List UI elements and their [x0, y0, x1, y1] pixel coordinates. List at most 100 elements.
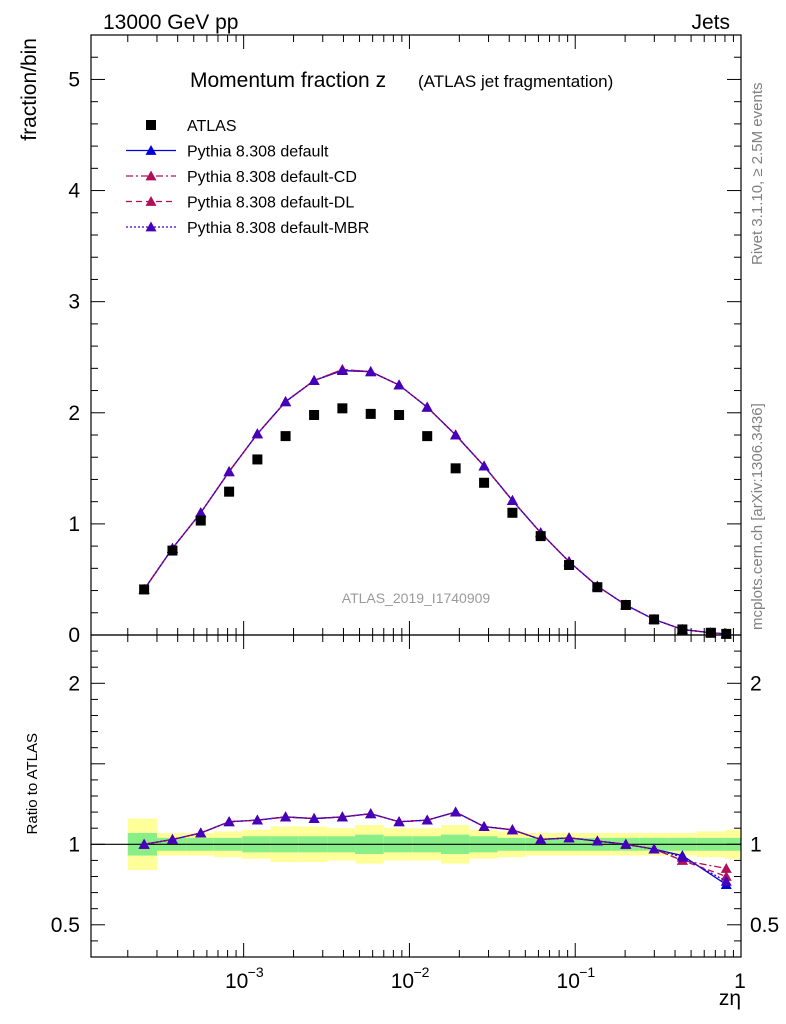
- y-tick-label: 4: [68, 180, 80, 203]
- data-point: [479, 477, 490, 488]
- x-tick-label: 10: [391, 970, 414, 993]
- y-tick-label: 3: [68, 291, 80, 314]
- legend-marker: [145, 145, 157, 155]
- data-point: [139, 584, 150, 595]
- data-point: [365, 408, 376, 419]
- data-point: [620, 600, 631, 610]
- legend-entry-4: Pythia 8.308 default-MBR: [126, 220, 369, 237]
- data-point: [195, 515, 206, 526]
- ratio-y-tick-label-right: 1: [750, 833, 762, 856]
- legend: ATLAS Pythia 8.308 default Pythia 8.308 de…: [126, 118, 369, 237]
- ratio-marker: [535, 833, 547, 844]
- ratio-frame: [90, 634, 742, 958]
- data-point: [167, 545, 178, 556]
- data-point: [649, 614, 660, 625]
- ratio-marker: [251, 814, 263, 825]
- y-tick-label: 0: [68, 624, 80, 647]
- mc-marker: [223, 466, 235, 477]
- legend-label: Pythia 8.308 default-CD: [187, 169, 357, 186]
- ratio-marker: [421, 814, 433, 825]
- legend-label: Pythia 8.308 default: [187, 144, 329, 161]
- mc-marker: [280, 396, 292, 407]
- legend-label: Pythia 8.308 default-DL: [187, 195, 354, 212]
- mc-marker: [421, 401, 433, 412]
- data-point: [422, 431, 433, 442]
- ratio-marker: [223, 816, 235, 827]
- ratio-marker: [280, 811, 292, 822]
- legend-entry-0: ATLAS: [146, 118, 237, 135]
- ratio-y-tick-label-right: 0.5: [750, 914, 779, 937]
- ratio-marker: [195, 827, 207, 838]
- mc-marker: [450, 429, 462, 440]
- x-tick-labels: 10 −3 10 −2 10 −1 1: [225, 964, 746, 993]
- x-tick-label: 10: [557, 970, 580, 993]
- legend-data-marker: [146, 120, 156, 130]
- ratio-marker: [478, 821, 490, 831]
- chart-title: Momentum fraction z (ATLAS jet fragmenta…: [190, 69, 613, 92]
- ratio-marker: [720, 875, 732, 886]
- data-point: [280, 431, 291, 442]
- ratio-marker: [138, 838, 150, 849]
- ratio-marker: [166, 833, 178, 844]
- data-point: [252, 454, 263, 465]
- mc-marker: [195, 507, 207, 518]
- ratio-marker: [450, 806, 462, 817]
- legend-entry-1: Pythia 8.308 default: [126, 144, 329, 161]
- x-tick-exponent: −3: [248, 964, 264, 980]
- x-tick-exponent: −1: [579, 964, 595, 980]
- data-point: [705, 627, 716, 638]
- legend-label: ATLAS: [187, 118, 237, 135]
- legend-marker: [145, 221, 157, 232]
- main-panel: 0 1 2 3 4 5: [68, 34, 742, 647]
- ratio-marker: [648, 843, 660, 854]
- atlas-data-points: [139, 403, 732, 639]
- x-tick-label: 10: [225, 970, 248, 993]
- title-sub: (ATLAS jet fragmentation): [418, 72, 613, 91]
- ratio-marker: [591, 835, 603, 846]
- ratio-marker: [365, 808, 377, 819]
- data-point: [592, 582, 603, 593]
- ratio-marker: [308, 813, 320, 823]
- ratio-marker: [620, 838, 632, 849]
- mc-marker: [478, 460, 490, 471]
- mc-marker: [506, 495, 518, 505]
- y-tick-label: 2: [68, 402, 80, 425]
- ratio-line: [144, 811, 727, 878]
- mc-marker: [365, 366, 377, 377]
- process-label: Jets: [691, 11, 730, 34]
- mc-line: [143, 369, 727, 635]
- data-point: [535, 531, 546, 542]
- x-tick-exponent: −2: [413, 964, 429, 980]
- x-axis-label: zη: [719, 987, 741, 1010]
- legend-label: Pythia 8.308 default-MBR: [187, 220, 369, 237]
- data-point: [507, 507, 518, 518]
- ratio-y-tick-label-right: 2: [750, 672, 762, 695]
- data-point: [394, 410, 405, 420]
- ratio-marker: [336, 811, 348, 822]
- ratio-marker: [563, 832, 575, 843]
- ratio-y-axis-label: Ratio to ATLAS: [24, 733, 41, 834]
- ratio-marker: [720, 862, 732, 873]
- ratio-marker: [506, 824, 518, 835]
- ratio-series-3: [138, 806, 732, 886]
- legend-marker: [145, 196, 157, 206]
- data-point: [721, 628, 732, 639]
- main-y-axis-label: fraction/bin: [18, 38, 41, 141]
- x-tick-label: 1: [734, 970, 746, 993]
- mcplots-label: mcplots.cern.ch [arXiv:1306.3436]: [749, 403, 766, 630]
- ratio-panel: 10 −3 10 −2 10 −1 10.5 0.51 12 2: [51, 634, 779, 993]
- data-point: [309, 410, 320, 420]
- y-tick-label: 5: [68, 68, 80, 91]
- mc-marker: [251, 428, 263, 439]
- legend-entry-2: Pythia 8.308 default-CD: [126, 169, 357, 186]
- mc-marker: [336, 365, 348, 375]
- legend-entry-3: Pythia 8.308 default-DL: [126, 195, 354, 212]
- mc-marker: [308, 375, 320, 385]
- data-point: [224, 486, 235, 497]
- ratio-marker: [393, 816, 405, 827]
- y-tick-label: 1: [68, 513, 80, 536]
- data-point: [337, 403, 348, 414]
- data-point: [564, 560, 575, 570]
- data-point: [677, 624, 688, 635]
